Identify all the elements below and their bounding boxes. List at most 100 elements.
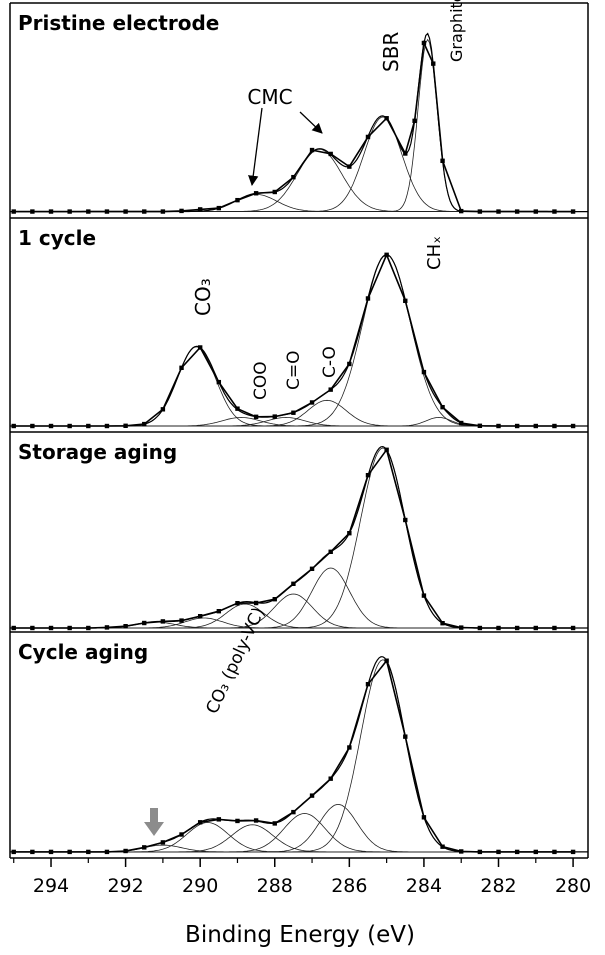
measured-point [142, 421, 147, 427]
measured-point [533, 209, 538, 214]
measured-point [235, 197, 240, 203]
measured-line [13, 447, 574, 629]
measured-point [123, 624, 128, 629]
measured-point [328, 776, 333, 781]
measured-point [533, 849, 538, 855]
measured-point [123, 848, 128, 854]
measured-point [86, 209, 91, 214]
measured-point [86, 849, 91, 855]
measured-point [459, 208, 464, 214]
measured-point [421, 593, 427, 598]
measured-point [142, 209, 147, 214]
measured-point [104, 625, 110, 630]
fit-envelope [10, 445, 588, 629]
arrow [299, 111, 323, 134]
measured-point [253, 600, 259, 606]
measured-point [440, 158, 445, 164]
fit-component [10, 416, 588, 427]
measured-point [403, 151, 408, 156]
measured-point [384, 252, 389, 258]
measured-point [67, 209, 72, 214]
measured-point [309, 147, 315, 153]
measured-point [235, 406, 240, 411]
measured-point [328, 151, 333, 157]
measured-line [13, 40, 574, 213]
measured-point [197, 345, 203, 350]
measured-point [552, 849, 557, 855]
measured-point [477, 209, 483, 214]
panel-title: 1 cycle [18, 226, 96, 250]
measured-point [123, 209, 128, 214]
measured-point [421, 815, 427, 820]
peak-label: Graphite [447, 0, 466, 62]
measured-point [440, 404, 445, 410]
measured-point [421, 40, 427, 46]
measured-point [440, 621, 445, 626]
peak-label: COO [251, 361, 271, 400]
measured-point [30, 209, 35, 214]
panel-title: Pristine electrode [18, 11, 219, 35]
measured-point [104, 849, 110, 855]
measured-point [365, 473, 371, 478]
measured-point [86, 625, 91, 631]
measured-point [459, 849, 464, 854]
peak-label: C-O [320, 346, 340, 378]
fit-envelope [10, 32, 588, 213]
measured-point [533, 625, 538, 631]
measured-point [459, 625, 464, 630]
measured-point [30, 849, 35, 855]
fit-component [10, 803, 588, 853]
measured-point [309, 793, 315, 798]
measured-point [272, 821, 277, 826]
peak-label: CO₃ (poly-VC) [202, 604, 269, 717]
measured-point [48, 209, 54, 214]
measured-point [384, 658, 389, 663]
x-tick-label: 286 [331, 875, 367, 897]
measured-point [142, 845, 147, 850]
measured-point [272, 597, 277, 602]
measured-point [179, 365, 184, 370]
fit-component [10, 617, 588, 629]
peak-label: CHₓ [424, 236, 445, 270]
x-tick-label: 292 [107, 875, 143, 897]
measured-point [514, 625, 520, 631]
fit-component [10, 567, 588, 629]
peak-label: SBR [379, 32, 403, 72]
measured-point [197, 820, 203, 825]
measured-point [403, 298, 408, 304]
fit-component [10, 416, 588, 427]
fit-component [10, 148, 588, 212]
measured-point [514, 209, 520, 214]
measured-point [459, 420, 464, 426]
fit-envelope [10, 656, 588, 853]
measured-point [104, 209, 110, 214]
measured-point [216, 205, 222, 211]
measured-point [496, 849, 501, 855]
measured-line [13, 658, 574, 853]
measured-point [403, 517, 408, 523]
fit-component [10, 116, 588, 212]
measured-point [533, 423, 538, 429]
fit-component [10, 822, 588, 853]
measured-point [347, 745, 352, 750]
x-axis-label: Binding Energy (eV) [185, 922, 415, 948]
fit-component [10, 254, 588, 427]
measured-point [384, 116, 389, 121]
arrow [144, 808, 164, 836]
measured-point [570, 209, 576, 214]
measured-point [179, 208, 184, 214]
measured-point [142, 620, 147, 626]
measured-point [216, 379, 222, 385]
measured-point [253, 818, 259, 823]
measured-point [365, 296, 371, 301]
measured-point [253, 414, 259, 420]
fit-envelope [10, 253, 588, 427]
measured-point [30, 423, 35, 429]
x-tick-label: 280 [555, 875, 591, 897]
x-tick-label: 290 [182, 875, 218, 897]
measured-point [235, 601, 240, 606]
fit-component [10, 603, 588, 629]
measured-point [272, 414, 277, 419]
measured-point [347, 164, 352, 169]
